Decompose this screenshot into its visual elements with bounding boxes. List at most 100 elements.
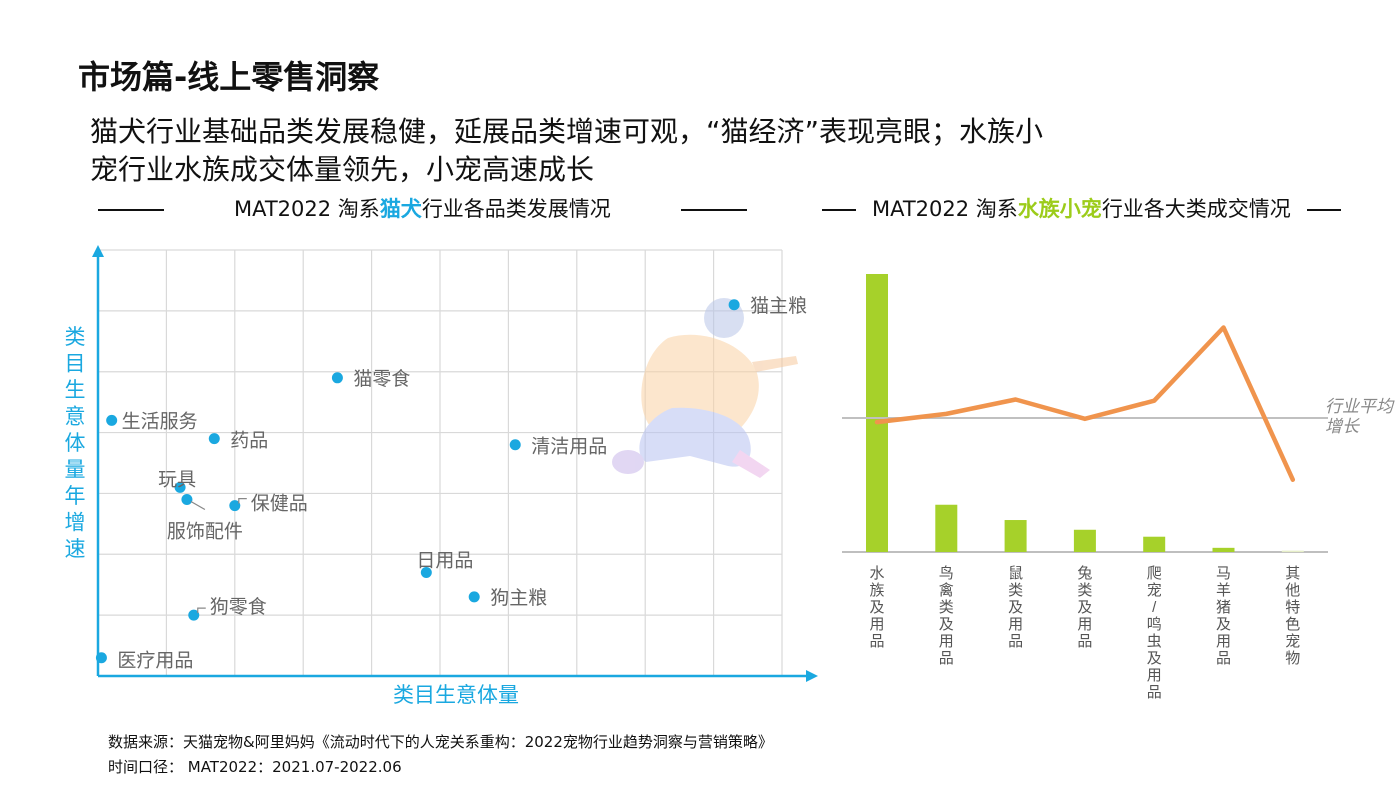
category-label-char: 类 [1077, 582, 1092, 599]
source-note: 数据来源：天猫宠物&阿里妈妈《流动时代下的人宠关系重构：2022宠物行业趋势洞察… [108, 733, 773, 751]
heading-rule-left [98, 209, 164, 211]
category-label-char: 宠 [1147, 582, 1162, 599]
category-label: 鸟禽类及用品 [939, 565, 954, 667]
category-label-char: 水 [869, 565, 884, 582]
x-axis-arrow [806, 670, 818, 682]
y-axis-label-char: 类 [65, 326, 86, 349]
category-label-char: 用 [939, 633, 954, 650]
y-axis-label-char: 增 [65, 512, 86, 535]
category-label-char: 类 [1008, 582, 1023, 599]
scatter-point [468, 591, 480, 603]
scatter-point-label: 日用品 [416, 551, 473, 572]
combo-category-labels: 水族及用品鸟禽类及用品鼠类及用品兔类及用品爬宠/鸣虫及用品马羊猪及用品其他特色宠… [869, 565, 1300, 701]
category-label-char: 及 [1147, 650, 1162, 667]
category-label-char: 马 [1216, 565, 1231, 582]
bar [1281, 550, 1304, 553]
category-label-char: 爬 [1147, 565, 1162, 582]
category-label-char: 其 [1285, 565, 1300, 582]
scatter-point [106, 414, 118, 426]
runner-foot [732, 450, 770, 478]
category-label-char: 品 [1008, 633, 1023, 650]
category-label-char: 鸣 [1147, 616, 1162, 633]
category-label-char: 品 [1077, 633, 1092, 650]
category-label-char: 品 [939, 650, 954, 667]
bar [866, 274, 888, 552]
y-axis-arrow [92, 245, 104, 257]
scatter-heading-prefix: MAT2022 淘系 [234, 197, 380, 221]
category-label-char: 鼠 [1008, 565, 1023, 582]
category-label-char: 羊 [1216, 582, 1231, 599]
scatter-point-label: 保健品 [251, 493, 308, 515]
combo-line [874, 325, 1296, 482]
category-label-char: 色 [1285, 616, 1300, 633]
combo-heading-highlight: 水族小宠 [1017, 197, 1102, 221]
heading-rule-right [1306, 209, 1341, 211]
combo-bars [842, 274, 1328, 553]
scatter-point [95, 652, 107, 664]
page-title: 市场篇-线上零售洞察 [78, 58, 380, 96]
category-label-char: 族 [869, 582, 884, 599]
category-label-char: 及 [1008, 599, 1023, 616]
leader-line [197, 607, 206, 614]
category-label-char: 品 [1147, 684, 1162, 701]
bar [1212, 547, 1235, 552]
leader-line [190, 500, 206, 511]
y-axis-label-char: 速 [65, 538, 86, 561]
scatter-point [188, 609, 200, 621]
scatter-y-axis-label: 类目生意体量年增速 [65, 326, 86, 561]
category-label-char: 及 [1216, 616, 1231, 633]
scatter-point [229, 500, 241, 512]
category-label-char: 鸟 [939, 565, 954, 582]
scatter-heading-suffix: 行业各品类发展情况 [421, 197, 611, 221]
scatter-point [208, 433, 220, 445]
heading-rule-right [680, 209, 747, 211]
category-label-char: 品 [869, 633, 884, 650]
average-growth-label-line: 行业平均 [1325, 397, 1395, 416]
scatter-point [331, 372, 343, 384]
scatter-point-label: 医疗用品 [117, 650, 193, 672]
scatter-point [509, 439, 521, 451]
scatter-grid [97, 249, 783, 677]
runner-legs [639, 407, 751, 467]
subtitle-line-2: 宠行业水族成交体量领先，小宠高速成长 [90, 153, 595, 186]
runner-illustration [612, 298, 798, 478]
heading-rule-left [822, 209, 856, 211]
average-growth-label: 行业平均增长 [1325, 397, 1395, 436]
bar [1073, 529, 1096, 552]
runner-shoe [612, 450, 644, 474]
scatter-point-label: 清洁用品 [531, 436, 607, 458]
combo-heading-suffix: 行业各大类成交情况 [1101, 197, 1291, 221]
bar [1143, 536, 1166, 552]
leader-line [238, 498, 247, 504]
category-label-char: 宠 [1285, 633, 1300, 650]
category-label: 水族及用品 [869, 565, 884, 650]
combo-chart: 行业平均增长 水族及用品鸟禽类及用品鼠类及用品兔类及用品爬宠/鸣虫及用品马羊猪及… [842, 274, 1395, 701]
category-label-char: 用 [1216, 633, 1231, 650]
category-label-char: 及 [869, 599, 884, 616]
y-axis-label-char: 体 [65, 432, 86, 455]
category-label-char: 他 [1285, 582, 1300, 599]
category-label-char: 品 [1216, 650, 1231, 667]
category-label-char: 用 [869, 616, 884, 633]
combo-heading-prefix: MAT2022 淘系 [872, 197, 1018, 221]
category-label-char: 及 [939, 616, 954, 633]
category-label-char: 及 [1077, 599, 1092, 616]
subtitle: 猫犬行业基础品类发展稳健，延展品类增速可观，“猫经济”表现亮眼；水族小 宠行业水… [90, 113, 1240, 189]
scatter-heading-highlight: 猫犬 [379, 197, 422, 221]
bar [1004, 520, 1027, 552]
category-label-char: 虫 [1147, 633, 1162, 650]
category-label: 鼠类及用品 [1008, 565, 1023, 650]
scatter-x-axis-label: 类目生意体量 [393, 684, 519, 707]
runner-arm [752, 356, 798, 372]
scatter-point-label: 猫零食 [353, 368, 410, 390]
growth-line [874, 325, 1296, 482]
y-axis-label-char: 目 [65, 353, 86, 376]
category-label-char: 兔 [1077, 565, 1092, 582]
combo-chart-heading: MAT2022 淘系水族小宠行业各大类成交情况 [822, 194, 1341, 224]
scatter-point-label: 猫主粮 [750, 295, 807, 317]
scatter-point-label: 药品 [230, 430, 268, 452]
average-growth-label-line: 增长 [1325, 417, 1360, 436]
category-label-char: 禽 [939, 582, 954, 599]
scatter-point [728, 299, 740, 311]
